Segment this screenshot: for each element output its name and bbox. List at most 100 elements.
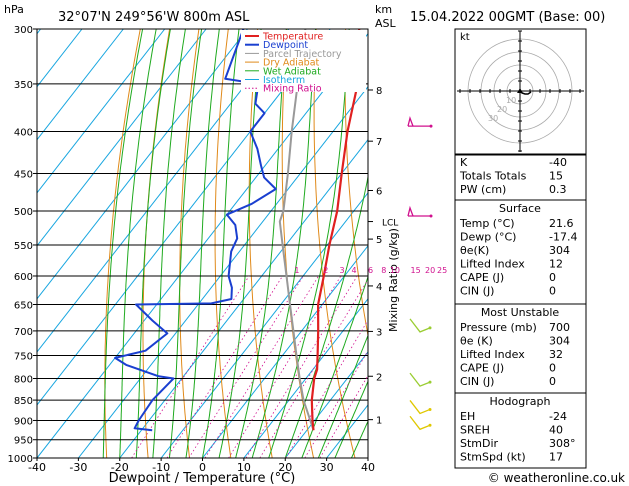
wind-barb-dot xyxy=(428,380,432,384)
copyright: © weatheronline.co.uk xyxy=(488,471,625,485)
km-label: km xyxy=(375,3,392,16)
mixing-ratio-label: 10 xyxy=(390,266,400,275)
isotherm-line xyxy=(202,245,368,458)
legend-label: Wet Adiabat xyxy=(263,66,321,77)
y-tick-label: 400 xyxy=(14,128,33,139)
mixing-ratio-label: 4 xyxy=(351,266,356,275)
hodograph-ring-label: 20 xyxy=(497,105,507,114)
mixing-ratio-line xyxy=(285,319,368,458)
x-tick-label: -20 xyxy=(111,461,129,474)
km-tick-label: 2 xyxy=(376,372,382,383)
mixing-ratio-line xyxy=(319,374,368,458)
wet-adiabat-line xyxy=(317,334,368,458)
surface-row-value: 0 xyxy=(549,285,556,298)
x-tick-label: -30 xyxy=(69,461,87,474)
wind-barb-dot xyxy=(429,124,433,128)
isotherm-line xyxy=(37,29,248,300)
x-tick-label: 20 xyxy=(278,461,292,474)
mu-row-label: CIN (J) xyxy=(460,375,494,388)
dry-adiabat-line xyxy=(580,29,629,458)
axes: 3003504004505005506006507007508008509009… xyxy=(8,25,399,474)
wind-barb-dot xyxy=(428,407,432,411)
surface-row-value: 12 xyxy=(549,258,563,271)
mixing-ratio-label: 1 xyxy=(294,266,299,275)
hodograph-ring-label: 30 xyxy=(488,114,498,123)
hodo-row-value: 40 xyxy=(549,424,563,437)
wind-barb-dot xyxy=(428,423,432,427)
hodo-row-value: -24 xyxy=(549,410,567,423)
temperature-profile xyxy=(310,29,361,431)
hodo-row-value: 17 xyxy=(549,451,563,464)
km-tick-label: 1 xyxy=(376,416,382,427)
wind-barb-staff xyxy=(409,415,431,431)
x-tick-label: 10 xyxy=(237,461,251,474)
mixing-ratio-line xyxy=(204,275,319,458)
isotherm-line xyxy=(284,351,368,458)
y-tick-label: 550 xyxy=(14,241,33,252)
index-row-value: 0.3 xyxy=(549,183,567,196)
y-tick-label: 850 xyxy=(14,396,33,407)
km-tick-label: 3 xyxy=(376,327,382,338)
mu-row-label: Pressure (mb) xyxy=(460,321,537,334)
mu-row-label: θe (K) xyxy=(460,335,493,348)
y-tick-label: 750 xyxy=(14,351,33,362)
isotherm-line xyxy=(37,29,207,247)
hodograph-table-box xyxy=(454,392,587,469)
y-tick-label: 300 xyxy=(14,25,33,36)
parcel-trajectory xyxy=(278,29,315,431)
y-tick-label: 900 xyxy=(14,416,33,427)
wind-barb-staff xyxy=(409,372,431,387)
mixing-ratio-line xyxy=(188,275,304,458)
mixing-ratio-label: 15 xyxy=(411,266,421,275)
index-row-label: PW (cm) xyxy=(460,183,506,196)
hodo-row-label: SREH xyxy=(460,424,490,437)
legend-label: Dry Adiabat xyxy=(263,58,320,69)
y-tick-label: 450 xyxy=(14,169,33,180)
wind-barb-staff xyxy=(409,400,431,415)
index-row-label: K xyxy=(460,156,468,169)
isotherm-line xyxy=(77,85,368,458)
surface-row-label: θe(K) xyxy=(460,244,489,257)
y-tick-label: 350 xyxy=(14,80,33,91)
dry-adiabat-line xyxy=(179,29,200,458)
index-row-label: Totals Totals xyxy=(459,170,527,183)
x-tick-label: -10 xyxy=(152,461,170,474)
isotherm-line xyxy=(243,298,368,458)
wet-adiabat-line xyxy=(102,29,144,458)
surface-title: Surface xyxy=(499,202,541,215)
km-tick-label: 7 xyxy=(376,137,382,148)
profiles xyxy=(114,29,361,432)
legend-label: Temperature xyxy=(262,32,323,43)
hodo-row-label: StmDir xyxy=(460,437,499,450)
km-tick-label: 6 xyxy=(376,186,382,197)
hodo-row-label: EH xyxy=(460,410,475,423)
dry-adiabat-line xyxy=(610,29,629,458)
mixing-ratio-axis-label: Mixing Ratio (g/kg) xyxy=(387,228,400,332)
mixing-ratio-label: 20 xyxy=(425,266,435,275)
y-tick-label: 1000 xyxy=(8,454,33,465)
hodograph-table-title: Hodograph xyxy=(490,395,551,408)
surface-row-label: Temp (°C) xyxy=(459,217,515,230)
y-tick-label: 800 xyxy=(14,374,33,385)
surface-row-value: 304 xyxy=(549,244,570,257)
most-unstable-title: Most Unstable xyxy=(481,306,560,319)
surface-box xyxy=(454,199,587,305)
mixing-ratio-label: 6 xyxy=(368,266,373,275)
wind-barb-flag xyxy=(407,115,414,127)
mixing-ratio-line xyxy=(131,275,250,458)
isotherm-line xyxy=(37,29,83,88)
hpa-label: hPa xyxy=(4,3,24,16)
legend-label: Parcel Trajectory xyxy=(263,49,342,60)
mixing-ratio-label: 2 xyxy=(323,266,328,275)
wind-barb-staff xyxy=(409,318,431,333)
legend-label: Dewpoint xyxy=(263,40,308,51)
isotherm-line xyxy=(37,29,124,141)
wet-adiabat-line xyxy=(119,29,157,458)
y-tick-label: 600 xyxy=(14,272,33,283)
dewpoint-profile xyxy=(114,29,277,432)
legend-label: Isotherm xyxy=(263,75,305,86)
surface-row-value: -17.4 xyxy=(549,231,577,244)
y-tick-label: 950 xyxy=(14,436,33,447)
mu-row-label: Lifted Index xyxy=(460,348,525,361)
